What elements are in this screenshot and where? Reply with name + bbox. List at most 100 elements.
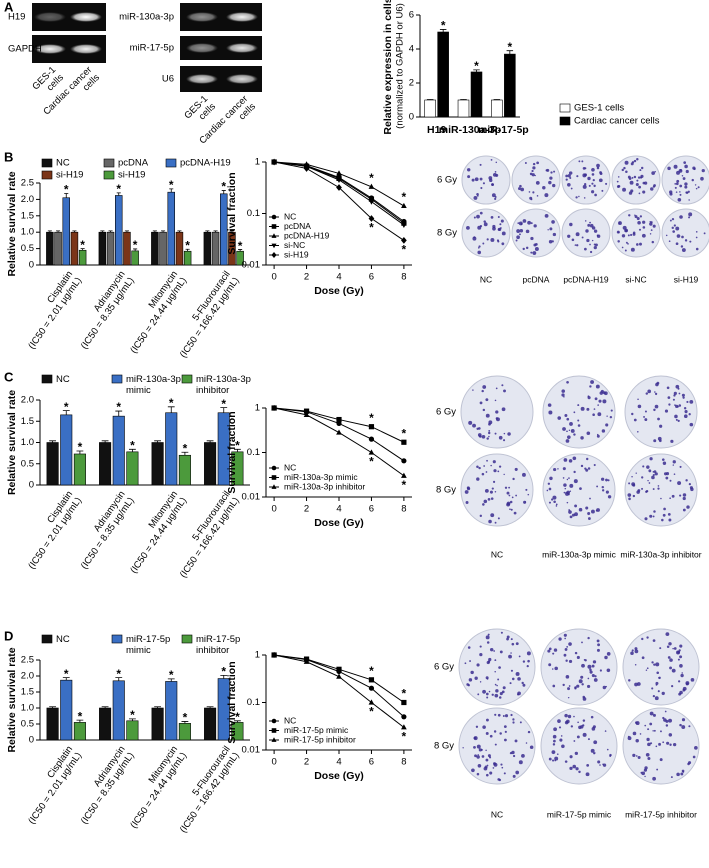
colony <box>665 724 669 727</box>
colony <box>685 479 688 482</box>
colony <box>581 683 584 686</box>
colony <box>494 670 496 673</box>
colony <box>508 654 512 659</box>
colony <box>582 184 587 189</box>
colony <box>574 244 577 246</box>
colony <box>565 178 568 181</box>
culture-dish <box>661 155 709 205</box>
colony <box>634 215 638 219</box>
colony <box>553 648 558 652</box>
colony <box>546 168 550 172</box>
colony <box>481 434 486 439</box>
colony <box>479 681 482 683</box>
colony <box>639 215 643 218</box>
significance-mark: * <box>235 710 240 724</box>
culture-dish <box>661 208 709 258</box>
colony <box>574 512 578 517</box>
colony <box>561 393 565 397</box>
colony <box>573 715 575 718</box>
colony <box>509 500 513 504</box>
x-tick-label: 8 <box>401 757 406 768</box>
colony <box>566 501 569 504</box>
colony <box>597 433 599 436</box>
colony <box>681 725 686 730</box>
colony <box>625 241 628 244</box>
y-tick-label: 0.1 <box>247 208 260 219</box>
colony <box>652 224 656 228</box>
colony <box>564 648 568 651</box>
colony <box>570 187 573 190</box>
colony <box>488 519 492 524</box>
point <box>401 472 407 478</box>
colony <box>660 497 662 500</box>
colony <box>500 219 504 223</box>
colony <box>572 456 577 461</box>
colony <box>586 457 589 461</box>
bar <box>73 722 86 741</box>
colony <box>552 232 557 237</box>
bar <box>437 31 449 118</box>
colony <box>693 167 696 171</box>
colony <box>688 216 691 219</box>
significance-mark: * <box>369 221 374 235</box>
colony <box>587 684 591 689</box>
colony <box>479 225 483 228</box>
legend-swatch <box>103 158 115 168</box>
colony <box>532 191 535 194</box>
significance-mark: * <box>221 665 226 679</box>
colony <box>573 411 576 414</box>
colony <box>565 439 570 443</box>
bar <box>178 454 191 486</box>
colony <box>585 506 589 510</box>
group-label: miR-17-5p inhibitor <box>625 809 697 819</box>
colony <box>473 195 478 200</box>
y-tick-label: 2.5 <box>21 655 34 666</box>
colony <box>499 692 503 696</box>
colony <box>561 744 565 749</box>
colony <box>593 740 598 745</box>
colony <box>652 639 656 642</box>
colony <box>589 221 591 224</box>
colony <box>631 176 634 179</box>
colony <box>674 404 676 406</box>
colony <box>678 404 682 407</box>
significance-mark: * <box>402 730 407 744</box>
bar <box>167 191 175 266</box>
colony <box>628 679 631 682</box>
colony <box>494 713 497 716</box>
point <box>303 411 310 417</box>
colony <box>681 174 684 177</box>
significance-mark: * <box>402 426 407 440</box>
legend-label: miR-130a-3p inhibitor <box>196 374 251 396</box>
colony <box>486 641 490 644</box>
colony <box>479 514 483 518</box>
colony <box>482 242 485 245</box>
colony <box>683 161 687 164</box>
colony <box>490 159 493 161</box>
colony <box>562 467 566 471</box>
colony <box>640 166 644 170</box>
colony <box>479 645 482 648</box>
colony <box>653 729 656 732</box>
colony <box>649 233 652 235</box>
bar <box>175 231 184 266</box>
x-axis-title: Dose (Gy) <box>314 517 364 529</box>
colony <box>645 669 648 671</box>
colony <box>636 216 640 221</box>
colony <box>512 754 516 758</box>
legend-swatch <box>103 170 115 180</box>
colony <box>515 770 520 775</box>
legend-label: pcDNA <box>284 221 311 231</box>
legend-label: miR-17-5p inhibitor <box>284 734 356 744</box>
colony <box>479 177 483 181</box>
point <box>271 404 277 411</box>
point <box>368 424 375 430</box>
colony <box>573 740 576 742</box>
legend-label: miR-130a-3p inhibitor <box>284 481 365 491</box>
colony <box>649 711 654 716</box>
colony <box>485 773 489 777</box>
group-label: NC <box>491 809 503 819</box>
legend-swatch <box>111 634 123 644</box>
colony <box>514 467 518 471</box>
legend-label: miR-17-5p mimic <box>284 725 349 735</box>
